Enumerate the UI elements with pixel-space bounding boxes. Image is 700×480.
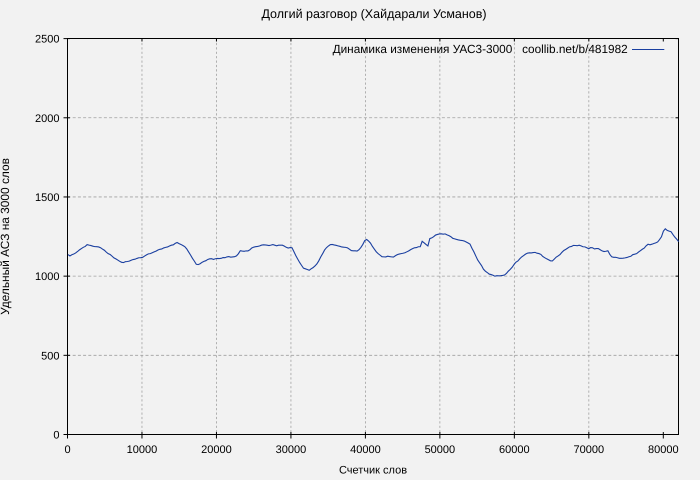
svg-text:30000: 30000 xyxy=(276,444,307,456)
svg-text:0: 0 xyxy=(53,430,59,442)
svg-text:80000: 80000 xyxy=(648,444,679,456)
svg-text:1500: 1500 xyxy=(35,192,59,204)
svg-text:Счетчик слов: Счетчик слов xyxy=(339,465,407,477)
svg-text:1000: 1000 xyxy=(35,271,59,283)
svg-text:2500: 2500 xyxy=(35,34,59,46)
svg-text:Удельный АСЗ на 3000 слов: Удельный АСЗ на 3000 слов xyxy=(0,158,12,315)
svg-text:70000: 70000 xyxy=(574,444,605,456)
svg-text:Динамика изменения УАС3-3000: Динамика изменения УАС3-3000 coollib.net… xyxy=(333,42,628,56)
svg-text:60000: 60000 xyxy=(499,444,530,456)
svg-text:0: 0 xyxy=(64,444,70,456)
svg-text:Долгий разговор (Хайдарали Усм: Долгий разговор (Хайдарали Усманов) xyxy=(261,7,486,21)
svg-text:2000: 2000 xyxy=(35,113,59,125)
svg-text:50000: 50000 xyxy=(425,444,456,456)
svg-text:500: 500 xyxy=(41,350,59,362)
svg-text:40000: 40000 xyxy=(350,444,381,456)
svg-text:20000: 20000 xyxy=(201,444,232,456)
svg-text:10000: 10000 xyxy=(127,444,158,456)
